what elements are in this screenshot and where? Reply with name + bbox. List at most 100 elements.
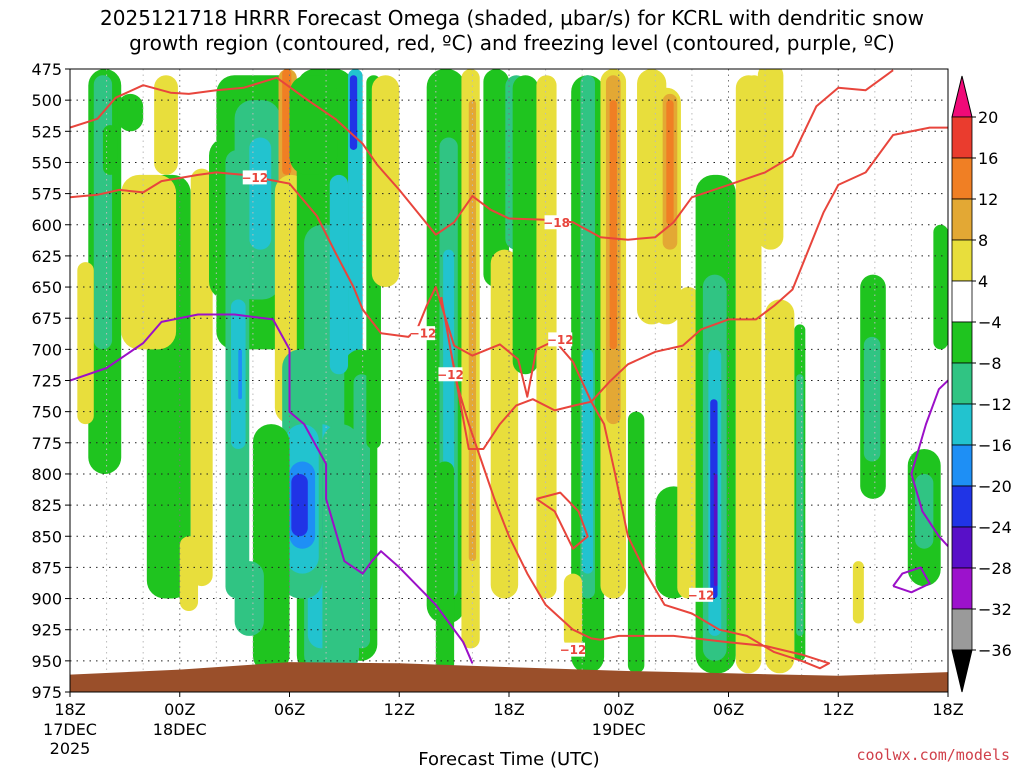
omega-shade-region bbox=[765, 299, 795, 674]
contour-label: −12 bbox=[688, 588, 715, 602]
x-tick-date: 18DEC bbox=[153, 720, 207, 739]
colorbar-segment bbox=[951, 321, 973, 364]
colorbar-segment bbox=[951, 403, 973, 446]
x-tick-label: 00Z bbox=[164, 700, 195, 719]
omega-shade-region bbox=[796, 374, 804, 636]
omega-shade-region bbox=[77, 262, 94, 425]
omega-shade-region bbox=[121, 174, 177, 350]
x-tick-year: 2025 bbox=[50, 739, 91, 758]
omega-shade-region bbox=[238, 349, 242, 400]
omega-shade-region bbox=[117, 93, 144, 132]
colorbar-segment bbox=[951, 116, 973, 159]
x-tick-label: 18Z bbox=[932, 700, 963, 719]
title-line-1: 2025121718 HRRR Forecast Omega (shaded, … bbox=[100, 6, 924, 30]
omega-shade-region bbox=[252, 424, 290, 674]
omega-shade-region bbox=[915, 473, 934, 549]
y-tick-label: 925 bbox=[31, 621, 62, 640]
contour-label-bg bbox=[242, 170, 267, 185]
colorbar-segment bbox=[951, 280, 973, 323]
omega-shade-region bbox=[249, 137, 272, 250]
colorbar-top-arrow bbox=[951, 75, 973, 118]
y-tick-label: 875 bbox=[31, 558, 62, 577]
contour-label-bg bbox=[548, 332, 573, 347]
omega-shade-region bbox=[713, 473, 718, 587]
terrain-fill bbox=[70, 662, 948, 692]
y-tick-label: 475 bbox=[31, 60, 62, 79]
y-axis: 475 500 525 550 575 600 625 650 675 700 725 750 775 8… bbox=[31, 60, 70, 702]
x-tick-label: 12Z bbox=[384, 700, 415, 719]
omega-shade-region bbox=[490, 249, 519, 599]
dendritic-growth-contours bbox=[70, 69, 948, 670]
title-line-2: growth region (contoured, red, ºC) and f… bbox=[129, 31, 895, 55]
contour-label: −12 bbox=[560, 643, 587, 657]
colorbar-label: −24 bbox=[978, 518, 1012, 537]
omega-shade-region bbox=[329, 174, 349, 375]
contour-label: −12 bbox=[547, 333, 574, 347]
colorbar-label: 12 bbox=[978, 190, 998, 209]
colorbar-label: −36 bbox=[978, 641, 1012, 660]
omega-shade-region bbox=[609, 100, 617, 350]
freezing-level-line bbox=[70, 313, 474, 664]
x-tick-label: 06Z bbox=[713, 700, 744, 719]
omega-shade-region bbox=[468, 100, 477, 562]
x-tick-label: 18Z bbox=[493, 700, 524, 719]
y-tick-label: 800 bbox=[31, 465, 62, 484]
y-tick-label: 625 bbox=[31, 247, 62, 266]
contour-label: −18 bbox=[543, 216, 570, 230]
y-tick-label: 900 bbox=[31, 590, 62, 609]
omega-shade-region bbox=[291, 473, 308, 537]
omega-shade-region bbox=[863, 336, 881, 462]
omega-shade-region bbox=[371, 75, 400, 288]
y-tick-label: 500 bbox=[31, 91, 62, 110]
omega-shade-region bbox=[852, 561, 864, 624]
colorbar-label: −4 bbox=[978, 313, 1002, 332]
omega-shade-region bbox=[282, 69, 292, 175]
omega-shade-region bbox=[93, 75, 113, 350]
freezing-level-contours bbox=[70, 313, 948, 664]
y-tick-label: 600 bbox=[31, 216, 62, 235]
colorbar-segment bbox=[951, 239, 973, 282]
colorbar-label: 4 bbox=[978, 272, 988, 291]
contour-label: −12 bbox=[241, 171, 268, 185]
y-tick-label: 950 bbox=[31, 652, 62, 671]
colorbar-label: −8 bbox=[978, 354, 1002, 373]
dgz-contour-line bbox=[440, 296, 831, 670]
x-tick-date: 19DEC bbox=[592, 720, 646, 739]
dgz-contour-line bbox=[535, 491, 589, 550]
y-tick-label: 525 bbox=[31, 122, 62, 141]
colorbar: 20 16 12 8 4 −4 −8 −12 −16 −20 −24 −28 −32 −36 bbox=[951, 75, 1012, 693]
freezing-level-line bbox=[910, 379, 948, 547]
colorbar-segment bbox=[951, 567, 973, 610]
colorbar-segment bbox=[951, 444, 973, 487]
colorbar-bottom-arrow bbox=[951, 649, 973, 693]
omega-shade-region bbox=[234, 561, 264, 636]
x-tick-label: 12Z bbox=[823, 700, 854, 719]
colorbar-label: −12 bbox=[978, 395, 1012, 414]
colorbar-label: 20 bbox=[978, 108, 998, 127]
freezing-level-line bbox=[892, 566, 931, 594]
contour-label-bg bbox=[561, 642, 586, 657]
x-tick-label: 00Z bbox=[603, 700, 634, 719]
colorbar-segment bbox=[951, 198, 973, 241]
colorbar-segment bbox=[951, 526, 973, 569]
y-tick-label: 975 bbox=[31, 683, 62, 702]
contour-label: −12 bbox=[437, 368, 464, 382]
omega-shade-region bbox=[483, 69, 509, 288]
terrain-area bbox=[70, 662, 948, 692]
contour-label-bg bbox=[438, 367, 463, 382]
colorbar-label: 16 bbox=[978, 149, 998, 168]
y-tick-label: 825 bbox=[31, 496, 62, 515]
x-tick-date: 17DEC bbox=[43, 720, 97, 739]
colorbar-label: −28 bbox=[978, 559, 1012, 578]
y-tick-label: 750 bbox=[31, 403, 62, 422]
y-tick-label: 725 bbox=[31, 372, 62, 391]
omega-shade-region bbox=[102, 125, 118, 175]
y-tick-label: 850 bbox=[31, 527, 62, 546]
omega-shade-region bbox=[289, 75, 338, 175]
colorbar-label: −20 bbox=[978, 477, 1012, 496]
omega-shade-region bbox=[666, 100, 674, 225]
colorbar-segment bbox=[951, 485, 973, 528]
dgz-contour-line bbox=[70, 126, 948, 403]
y-tick-label: 775 bbox=[31, 434, 62, 453]
